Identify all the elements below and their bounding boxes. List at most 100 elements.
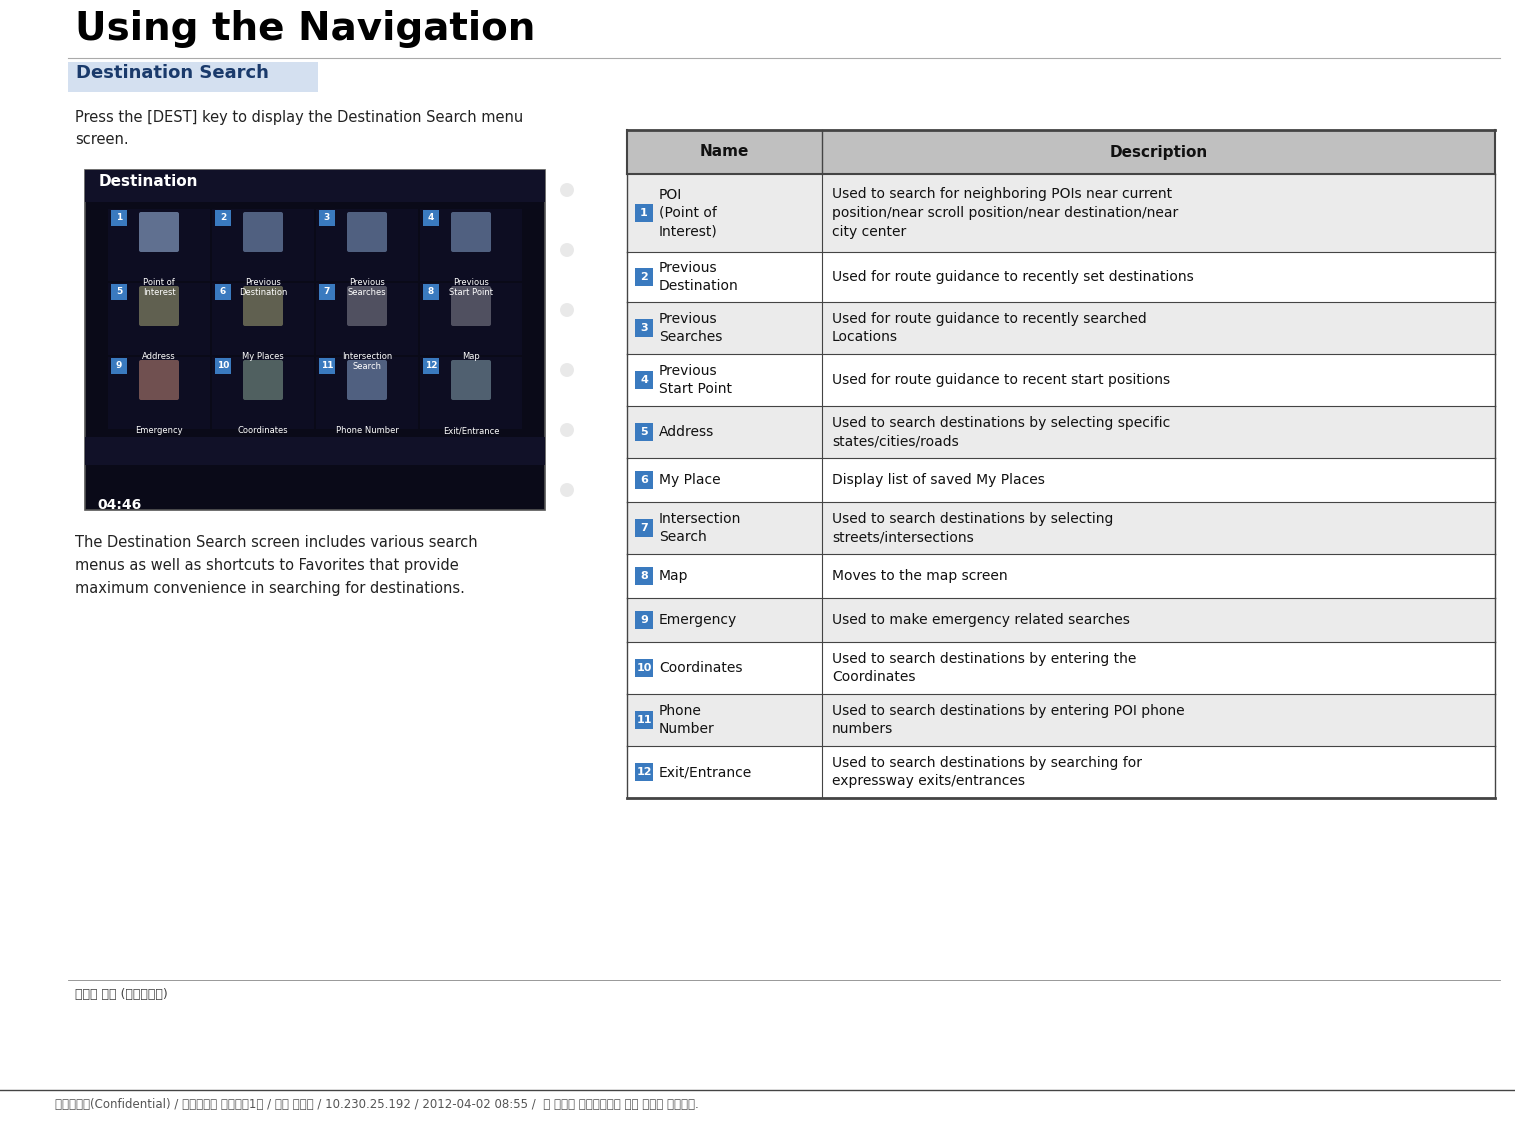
Text: Point of
Interest: Point of Interest bbox=[142, 278, 176, 298]
Text: 6: 6 bbox=[639, 474, 648, 485]
Bar bbox=[420, 208, 523, 281]
Bar bbox=[635, 611, 653, 629]
Text: Display list of saved My Places: Display list of saved My Places bbox=[832, 473, 1045, 487]
Bar bbox=[68, 62, 318, 92]
FancyBboxPatch shape bbox=[347, 212, 386, 252]
Bar bbox=[320, 358, 335, 374]
Bar bbox=[420, 283, 523, 355]
Text: Used to search destinations by entering the
Coordinates: Used to search destinations by entering … bbox=[832, 651, 1136, 684]
Text: Previous
Destination: Previous Destination bbox=[239, 278, 288, 298]
Text: 11: 11 bbox=[321, 362, 333, 371]
Text: Name: Name bbox=[700, 144, 750, 160]
Bar bbox=[111, 358, 127, 374]
Text: Previous
Destination: Previous Destination bbox=[659, 260, 739, 293]
Bar bbox=[635, 763, 653, 781]
Text: Press the [DEST] key to display the Destination Search menu
screen.: Press the [DEST] key to display the Dest… bbox=[76, 110, 523, 148]
Text: Emergency: Emergency bbox=[135, 426, 183, 435]
Text: POI
(Point of
Interest): POI (Point of Interest) bbox=[659, 187, 718, 239]
FancyBboxPatch shape bbox=[242, 286, 283, 326]
Bar bbox=[423, 210, 439, 227]
Text: Using the Navigation: Using the Navigation bbox=[76, 10, 535, 48]
Text: My Place: My Place bbox=[659, 473, 721, 487]
Text: Description: Description bbox=[1109, 144, 1207, 160]
Bar bbox=[317, 357, 418, 429]
Bar bbox=[85, 170, 545, 202]
Text: Previous
Searches: Previous Searches bbox=[347, 278, 386, 298]
Bar bbox=[635, 268, 653, 286]
Text: 대외비문서(Confidential) / 현대모비스 멀티설계1팀 / 과장 장기한 / 10.230.25.192 / 2012-04-02 08:55 /: 대외비문서(Confidential) / 현대모비스 멀티설계1팀 / 과장 … bbox=[55, 1098, 698, 1111]
Text: 5: 5 bbox=[115, 287, 123, 296]
Text: 8: 8 bbox=[641, 571, 648, 582]
Text: Exit/Entrance: Exit/Entrance bbox=[442, 426, 500, 435]
Text: Phone Number: Phone Number bbox=[335, 426, 398, 435]
Text: Destination Search: Destination Search bbox=[76, 64, 268, 82]
Bar bbox=[320, 284, 335, 300]
Bar bbox=[635, 659, 653, 677]
Bar bbox=[627, 406, 1495, 458]
Text: 12: 12 bbox=[636, 767, 651, 777]
Text: Coordinates: Coordinates bbox=[238, 426, 288, 435]
Circle shape bbox=[561, 363, 574, 378]
Bar bbox=[635, 567, 653, 585]
Text: 12: 12 bbox=[424, 362, 438, 371]
Bar bbox=[627, 130, 1495, 174]
Bar bbox=[627, 302, 1495, 354]
Text: Emergency: Emergency bbox=[659, 613, 738, 627]
FancyBboxPatch shape bbox=[139, 360, 179, 400]
Text: Used to search destinations by entering POI phone
numbers: Used to search destinations by entering … bbox=[832, 703, 1185, 736]
Text: Destination: Destination bbox=[98, 174, 198, 189]
Text: 1: 1 bbox=[115, 213, 123, 222]
Bar bbox=[635, 371, 653, 389]
Bar bbox=[627, 174, 1495, 252]
Circle shape bbox=[561, 423, 574, 437]
Text: Used to search destinations by selecting specific
states/cities/roads: Used to search destinations by selecting… bbox=[832, 416, 1170, 449]
Text: The Destination Search screen includes various search
menus as well as shortcuts: The Destination Search screen includes v… bbox=[76, 535, 477, 595]
Bar bbox=[635, 423, 653, 441]
Bar bbox=[212, 357, 314, 429]
Bar bbox=[627, 642, 1495, 694]
Bar bbox=[635, 520, 653, 536]
Text: Intersection
Search: Intersection Search bbox=[342, 352, 392, 372]
FancyBboxPatch shape bbox=[347, 286, 386, 326]
Bar bbox=[215, 284, 230, 300]
Bar bbox=[627, 694, 1495, 746]
Text: Address: Address bbox=[659, 425, 714, 440]
Bar bbox=[212, 208, 314, 281]
Text: 2: 2 bbox=[641, 272, 648, 282]
FancyBboxPatch shape bbox=[139, 286, 179, 326]
Text: Address: Address bbox=[142, 352, 176, 361]
Text: Coordinates: Coordinates bbox=[659, 662, 742, 675]
Bar bbox=[627, 554, 1495, 598]
Bar bbox=[627, 252, 1495, 302]
Bar bbox=[85, 437, 545, 465]
Text: 8: 8 bbox=[427, 287, 435, 296]
Text: 3: 3 bbox=[641, 323, 648, 332]
Text: 페이지 번호 (좌측페이지): 페이지 번호 (좌측페이지) bbox=[76, 988, 168, 1001]
Text: 11: 11 bbox=[636, 715, 651, 725]
Text: Used for route guidance to recently searched
Locations: Used for route guidance to recently sear… bbox=[832, 311, 1147, 345]
Text: Previous
Start Point: Previous Start Point bbox=[659, 364, 732, 397]
Bar bbox=[423, 284, 439, 300]
Text: 9: 9 bbox=[115, 362, 123, 371]
Bar bbox=[627, 746, 1495, 798]
Bar bbox=[320, 210, 335, 227]
Circle shape bbox=[561, 183, 574, 197]
Text: Map: Map bbox=[659, 569, 688, 583]
Bar bbox=[627, 354, 1495, 406]
Text: Used to search destinations by selecting
streets/intersections: Used to search destinations by selecting… bbox=[832, 512, 1114, 544]
Text: 10: 10 bbox=[217, 362, 229, 371]
FancyBboxPatch shape bbox=[347, 360, 386, 400]
Bar bbox=[635, 471, 653, 489]
Text: 7: 7 bbox=[641, 523, 648, 533]
Text: 5: 5 bbox=[641, 427, 648, 437]
FancyBboxPatch shape bbox=[451, 360, 491, 400]
Text: 9: 9 bbox=[639, 615, 648, 625]
Text: Used for route guidance to recent start positions: Used for route guidance to recent start … bbox=[832, 373, 1170, 387]
Bar bbox=[215, 358, 230, 374]
Text: Used to search destinations by searching for
expressway exits/entrances: Used to search destinations by searching… bbox=[832, 755, 1142, 789]
Bar bbox=[317, 283, 418, 355]
Text: Previous
Searches: Previous Searches bbox=[659, 312, 723, 344]
Text: Used to search for neighboring POIs near current
position/near scroll position/n: Used to search for neighboring POIs near… bbox=[832, 187, 1179, 239]
Text: 4: 4 bbox=[427, 213, 435, 222]
Bar bbox=[108, 208, 211, 281]
